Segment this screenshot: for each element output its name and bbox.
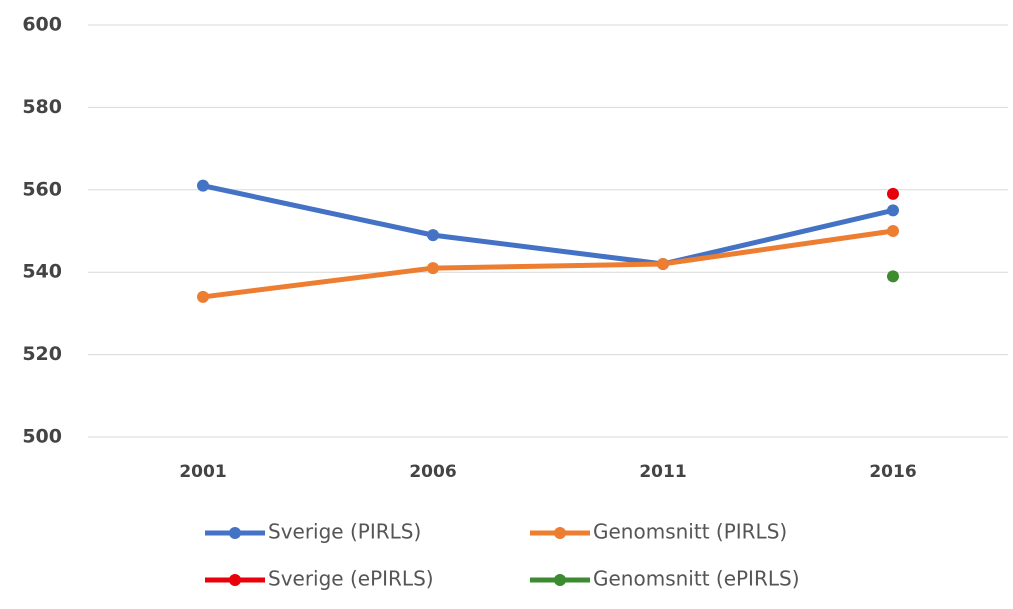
legend-label: Genomsnitt (PIRLS) xyxy=(593,520,787,544)
legend-marker xyxy=(229,527,241,539)
data-point xyxy=(887,225,899,237)
data-point xyxy=(197,290,209,303)
y-tick-label: 580 xyxy=(22,96,62,118)
y-tick-label: 560 xyxy=(22,178,62,200)
data-point xyxy=(427,229,439,242)
y-tick-label: 600 xyxy=(22,14,62,36)
data-point xyxy=(427,262,439,275)
data-point xyxy=(657,257,669,270)
data-point xyxy=(887,204,899,217)
x-tick-label: 2016 xyxy=(869,462,916,482)
y-tick-label: 500 xyxy=(22,426,62,448)
data-point xyxy=(197,179,209,192)
y-tick-label: 520 xyxy=(22,343,62,365)
x-tick-label: 2011 xyxy=(639,462,686,482)
legend-marker xyxy=(554,527,566,539)
series-line xyxy=(200,183,896,267)
legend-marker xyxy=(554,574,566,586)
data-point xyxy=(887,270,899,283)
y-tick-label: 540 xyxy=(22,261,62,283)
x-tick-label: 2001 xyxy=(179,462,226,482)
x-tick-label: 2006 xyxy=(409,462,456,482)
series-line xyxy=(200,228,896,300)
legend-marker xyxy=(229,574,241,586)
legend-label: Genomsnitt (ePIRLS) xyxy=(593,567,800,591)
data-point xyxy=(887,187,899,200)
legend-label: Sverige (PIRLS) xyxy=(268,520,421,544)
legend-label: Sverige (ePIRLS) xyxy=(268,567,434,591)
